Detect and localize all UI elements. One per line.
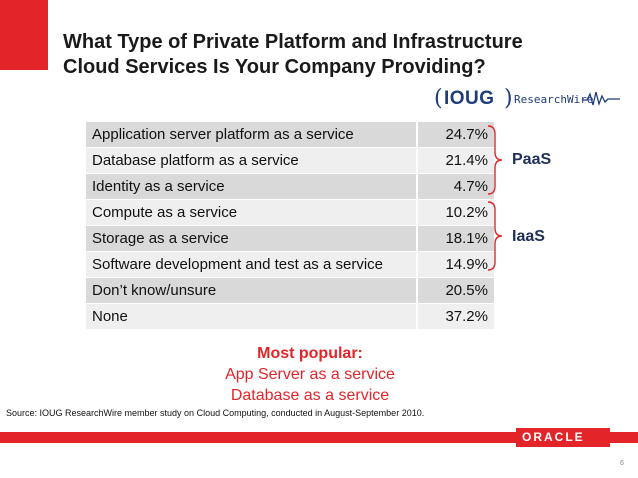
table-row: Don’t know/unsure 20.5% xyxy=(86,277,494,304)
survey-results-table: Application server platform as a service… xyxy=(86,122,494,330)
ioug-researchwire-logo: ( IOUG ) ResearchWire xyxy=(434,86,624,111)
row-label: Storage as a service xyxy=(86,225,418,252)
slide-title-line-1: What Type of Private Platform and Infras… xyxy=(63,31,523,53)
row-value: 10.2% xyxy=(417,199,494,226)
logo-ioug-text: IOUG xyxy=(444,88,495,109)
row-label: Compute as a service xyxy=(86,199,418,226)
most-popular-callout: Most popular: App Server as a service Da… xyxy=(180,343,440,406)
logo-signal-wave-icon xyxy=(582,91,620,107)
paas-label: PaaS xyxy=(512,151,552,168)
slide-title-line-2: Cloud Services Is Your Company Providing… xyxy=(63,56,486,78)
paas-brace-icon xyxy=(487,125,503,195)
table-row: Storage as a service 18.1% xyxy=(86,225,494,252)
table-row: Database platform as a service 21.4% xyxy=(86,147,494,174)
row-label: Database platform as a service xyxy=(86,147,418,174)
logo-close-paren: ) xyxy=(504,86,513,111)
corner-red-block xyxy=(0,0,48,70)
table-row: None 37.2% xyxy=(86,303,494,330)
logo-researchwire-text: ResearchWire xyxy=(514,93,594,106)
slide-title: What Type of Private Platform and Infras… xyxy=(63,30,623,80)
row-value: 20.5% xyxy=(417,277,494,304)
iaas-brace-icon xyxy=(487,201,503,271)
oracle-logo-text: ORACLE xyxy=(522,430,585,444)
row-value: 4.7% xyxy=(417,173,494,200)
row-value: 14.9% xyxy=(417,251,494,278)
row-label: Software development and test as a servi… xyxy=(86,251,418,278)
row-value: 18.1% xyxy=(417,225,494,252)
table-row: Software development and test as a servi… xyxy=(86,251,494,278)
row-value: 21.4% xyxy=(417,147,494,174)
table-row: Compute as a service 10.2% xyxy=(86,199,494,226)
row-label: Identity as a service xyxy=(86,173,418,200)
row-label: Don’t know/unsure xyxy=(86,277,418,304)
table-row: Identity as a service 4.7% xyxy=(86,173,494,200)
most-popular-heading: Most popular: xyxy=(257,345,363,362)
footer-red-bar xyxy=(0,432,638,443)
oracle-logo-box xyxy=(516,428,610,447)
row-value: 24.7% xyxy=(417,122,494,148)
table-row: Application server platform as a service… xyxy=(86,122,494,148)
source-note: Source: IOUG ResearchWire member study o… xyxy=(6,408,425,418)
row-label: None xyxy=(86,303,418,330)
row-label: Application server platform as a service xyxy=(86,122,418,148)
page-number: 6 xyxy=(620,460,624,467)
iaas-label: IaaS xyxy=(512,228,545,245)
logo-open-paren: ( xyxy=(434,86,443,111)
most-popular-line-1: App Server as a service xyxy=(225,366,395,383)
row-value: 37.2% xyxy=(417,303,494,330)
most-popular-line-2: Database as a service xyxy=(230,387,390,404)
